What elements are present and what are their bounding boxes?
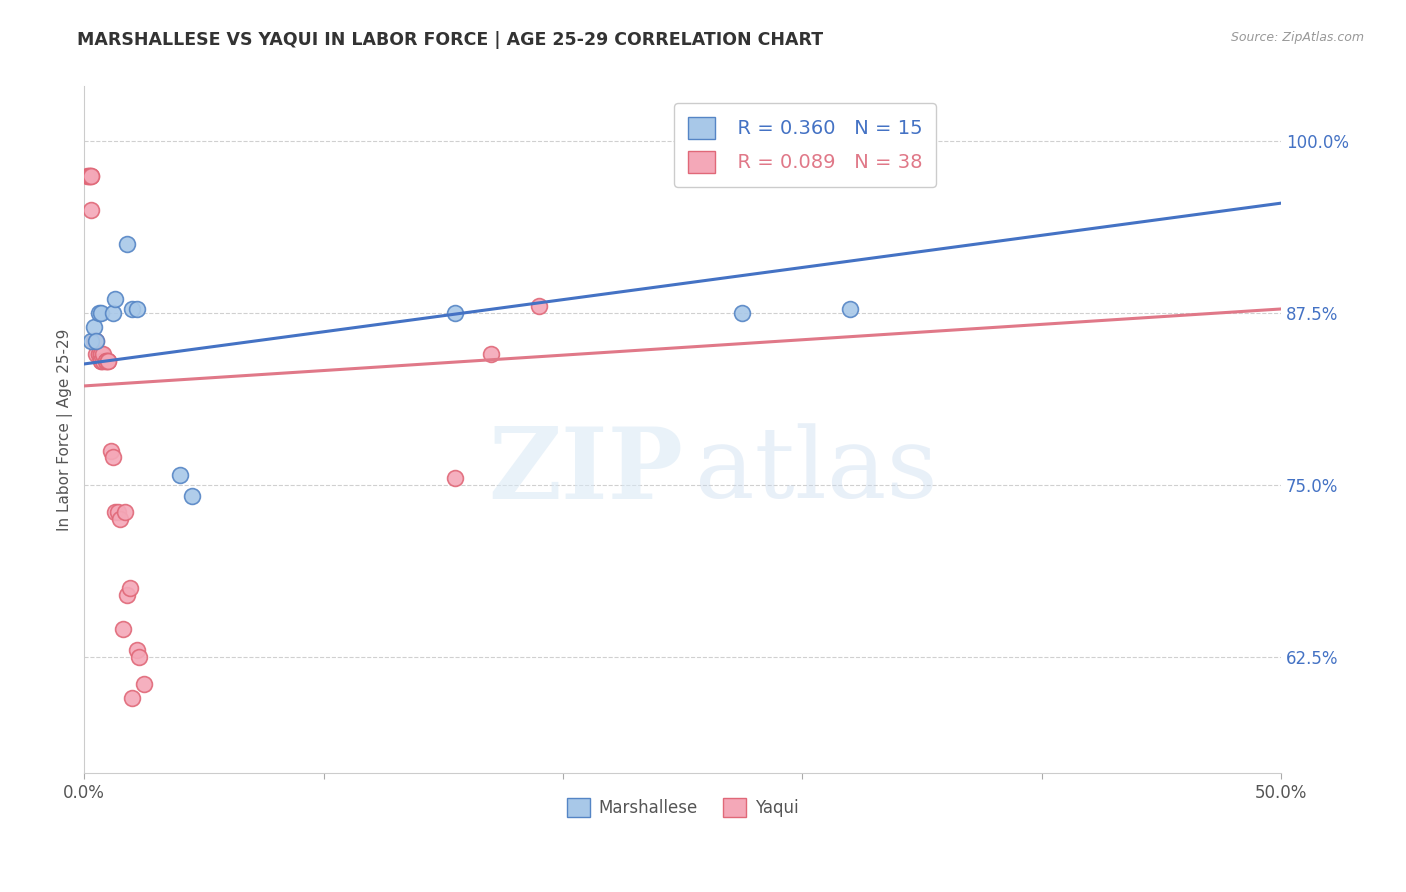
Point (90, 354, 112, 368)
Point (444, 306, 467, 320)
Point (169, 468, 191, 483)
Point (80, 202, 103, 217)
Point (93, 354, 115, 368)
Point (83, 334, 105, 348)
Point (83, 319, 105, 334)
Point (87, 347, 110, 361)
Point (97, 354, 120, 368)
Point (90, 347, 112, 361)
Y-axis label: In Labor Force | Age 25-29: In Labor Force | Age 25-29 (58, 329, 73, 531)
Point (84, 334, 107, 348)
Point (84, 334, 107, 348)
Point (94, 354, 117, 368)
Point (121, 301, 143, 316)
Point (104, 505, 127, 519)
Point (104, 293, 127, 307)
Point (80, 169, 103, 183)
Point (118, 581, 141, 595)
Point (181, 489, 204, 503)
Point (101, 450, 124, 465)
Legend: Marshallese, Yaqui: Marshallese, Yaqui (561, 791, 804, 823)
Point (527, 299, 550, 313)
Point (77, 169, 100, 183)
Point (134, 677, 156, 691)
Point (77, 169, 100, 183)
Point (90, 354, 112, 368)
Point (731, 306, 754, 320)
Point (117, 237, 139, 252)
Point (114, 505, 136, 519)
Text: atlas: atlas (695, 423, 938, 519)
Point (107, 505, 129, 519)
Point (108, 512, 131, 526)
Point (90, 347, 112, 361)
Point (94, 354, 117, 368)
Point (80, 169, 103, 183)
Point (83, 334, 105, 348)
Point (87, 306, 110, 320)
Point (101, 306, 124, 320)
Text: Source: ZipAtlas.com: Source: ZipAtlas.com (1230, 31, 1364, 45)
Point (111, 622, 134, 636)
Point (84, 347, 107, 361)
Point (97, 354, 120, 368)
Point (121, 690, 143, 705)
Point (117, 588, 139, 602)
Point (87, 347, 110, 361)
Point (80, 334, 103, 348)
Point (444, 471, 467, 485)
Point (839, 301, 862, 316)
Text: ZIP: ZIP (488, 423, 683, 520)
Point (76, 169, 98, 183)
Point (128, 649, 150, 664)
Text: MARSHALLESE VS YAQUI IN LABOR FORCE | AGE 25-29 CORRELATION CHART: MARSHALLESE VS YAQUI IN LABOR FORCE | AG… (77, 31, 824, 49)
Point (90, 306, 112, 320)
Point (100, 443, 122, 458)
Point (125, 642, 148, 657)
Point (125, 301, 148, 316)
Point (479, 347, 502, 361)
Point (93, 347, 115, 361)
